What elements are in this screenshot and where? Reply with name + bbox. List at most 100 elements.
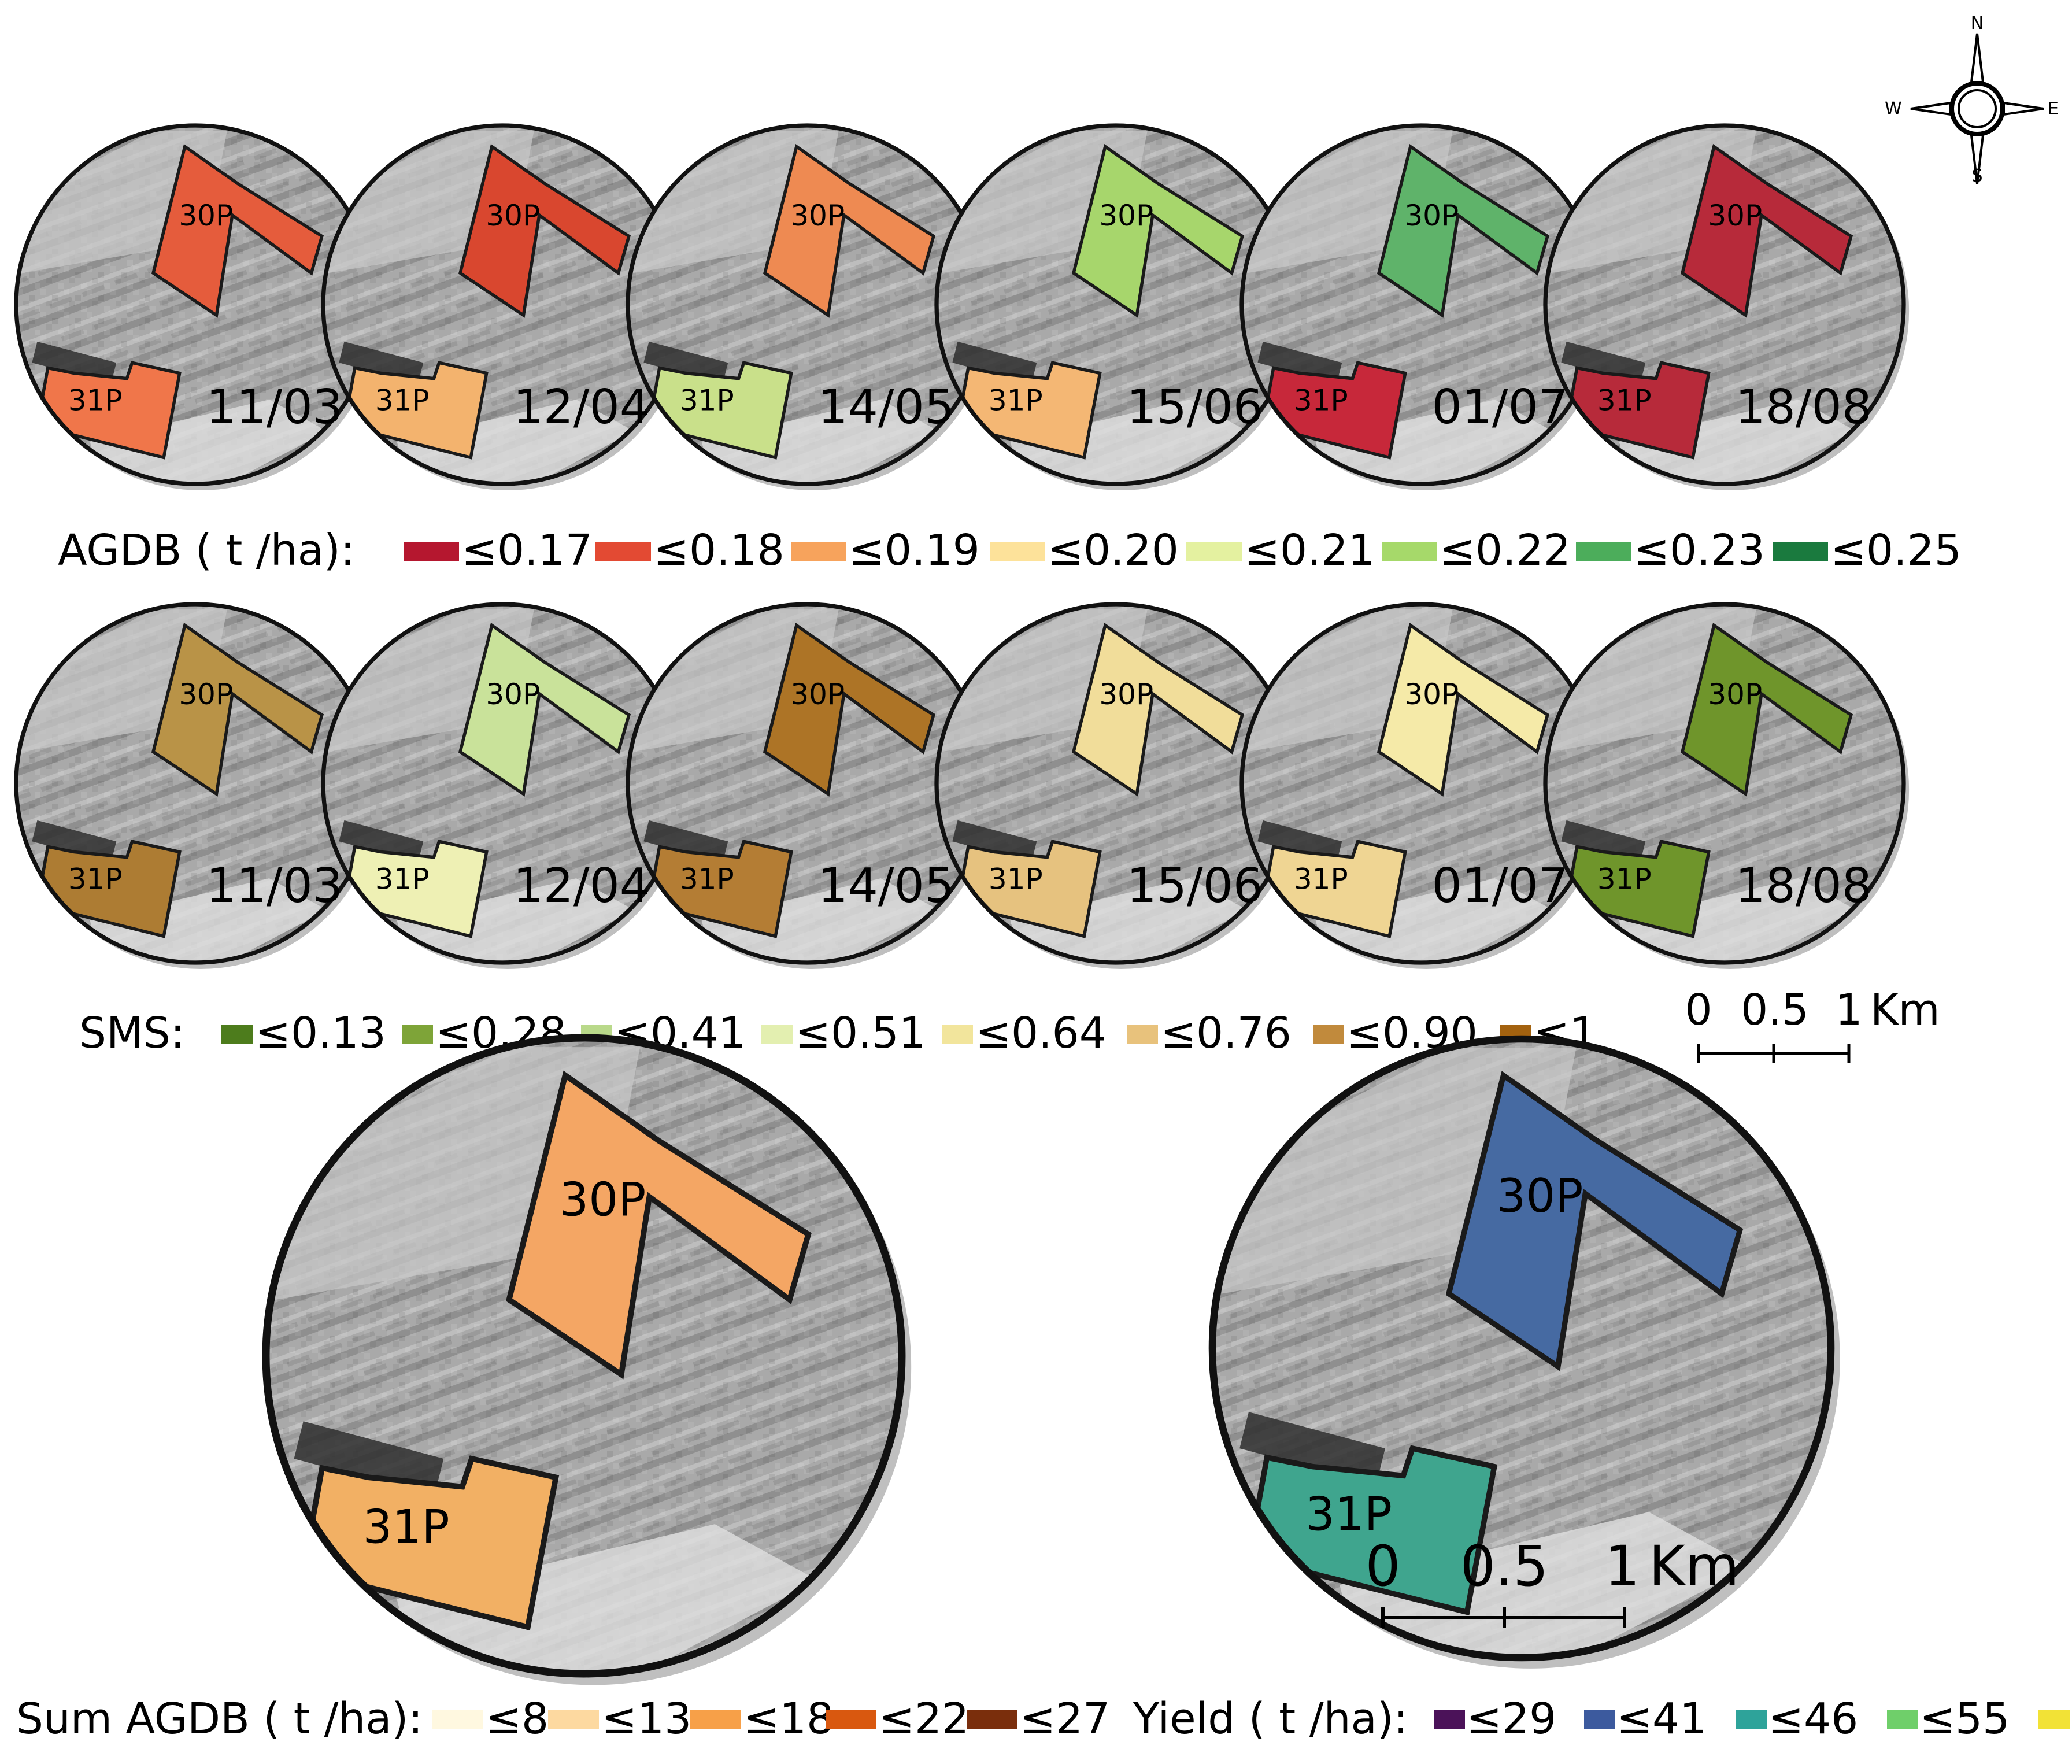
- sum-agdb-map-border: [262, 1034, 906, 1678]
- agdb-legend-label: ≤0.25: [1830, 526, 1962, 575]
- compass-n-label: N: [1971, 13, 1984, 34]
- agdb-15-06-label-31p: 31P: [989, 383, 1043, 417]
- agdb-12-04-field-30p: [458, 143, 631, 318]
- agdb-18-08-label-30p: 30P: [1708, 199, 1762, 232]
- yield-legend-swatch: [2038, 1710, 2070, 1729]
- sms-15-06-field-30p: [1071, 622, 1245, 797]
- sms-14-05-field-30p: [763, 622, 936, 797]
- sms-11-03-date-label: 11/03: [206, 859, 343, 914]
- sms-11-03-label-31p: 31P: [68, 862, 123, 896]
- agdb-11-03-label-31p: 31P: [68, 383, 123, 417]
- agdb-01-07-date-label: 01/07: [1432, 380, 1568, 435]
- agdb-11-03-field-30p: [151, 143, 324, 318]
- yield-legend-swatch: [1434, 1710, 1465, 1729]
- scale-bar-tick-0: 0: [1685, 985, 1712, 1035]
- yield-scale-tick-0: 0: [1365, 1534, 1400, 1599]
- sms-legend-label: ≤0.13: [255, 1008, 386, 1058]
- compass-e-label: E: [2048, 99, 2059, 119]
- agdb-01-07-field-30p: [1377, 143, 1550, 318]
- agdb-legend-label: ≤0.23: [1634, 526, 1765, 575]
- agdb-12-04-label-31p: 31P: [375, 383, 430, 417]
- scale-bar: 0 0.5 1 Km: [1685, 985, 1940, 1063]
- agdb-14-05-label-31p: 31P: [680, 383, 734, 417]
- sms-01-07-label-30p: 30P: [1404, 678, 1459, 711]
- sms-12-04-date-label: 12/04: [513, 859, 650, 914]
- agdb-map-row: 30P 31P 11/03 30P 31P 12/04 30P 31P 14/05 30P 31P 1…: [14, 123, 1910, 490]
- agdb-15-06-date-label: 15/06: [1127, 380, 1263, 435]
- compass-south-pointer: [1970, 134, 1985, 184]
- agdb-11-03-map: 30P 31P 11/03: [14, 123, 380, 490]
- yield-label-30p: 30P: [1496, 1169, 1583, 1223]
- agdb-15-06-field-30p: [1071, 143, 1245, 318]
- sms-12-04-field-30p: [458, 622, 631, 797]
- agdb-legend-label: ≤0.17: [461, 526, 593, 575]
- agdb-14-05-field-30p: [763, 143, 936, 318]
- agdb-18-08-map-border: [1543, 123, 1906, 486]
- sms-18-08-map: 30P 31P 18/08: [1543, 602, 1910, 969]
- agdb-legend-swatch: [595, 542, 651, 561]
- sms-14-05-date-label: 14/05: [818, 859, 954, 914]
- sms-18-08-label-30p: 30P: [1708, 678, 1762, 711]
- yield-legend-swatch: [1887, 1710, 1918, 1729]
- sum-agdb-legend-swatch: [432, 1710, 483, 1729]
- yield-map-border: [1208, 1035, 1835, 1662]
- sms-01-07-date-label: 01/07: [1432, 859, 1568, 914]
- compass-w-label: W: [1885, 99, 1902, 119]
- agdb-18-08-date-label: 18/08: [1736, 380, 1872, 435]
- sum-agdb-legend-label: ≤18: [743, 1694, 834, 1744]
- agdb-11-03-label-30p: 30P: [179, 199, 233, 232]
- compass-west-pointer: [1910, 101, 1952, 116]
- sum-agdb-legend-label: ≤8: [486, 1694, 549, 1744]
- agdb-legend: AGDB ( t /ha): ≤0.17 ≤0.18 ≤0.19 ≤0.20 ≤0.21 ≤…: [58, 526, 1962, 575]
- sms-legend: SMS: ≤0.13 ≤0.28 ≤0.41 ≤0.51 ≤0.64 ≤0.76 ≤0.90 ≤…: [79, 1008, 1597, 1058]
- sum-agdb-field-30p: [506, 1070, 812, 1380]
- agdb-legend-swatch: [990, 542, 1045, 561]
- sum-agdb-legend-swatch: [548, 1710, 599, 1729]
- agdb-14-05-map: 30P 31P 14/05: [626, 123, 992, 490]
- sms-legend-swatch: [761, 1025, 793, 1044]
- agdb-legend-title: AGDB ( t /ha):: [58, 526, 355, 575]
- sms-14-05-label-30p: 30P: [790, 678, 845, 711]
- sms-legend-swatch: [221, 1025, 253, 1044]
- sum-agdb-legend-label: ≤13: [601, 1694, 691, 1744]
- agdb-legend-swatch: [1382, 542, 1437, 561]
- agdb-legend-label: ≤0.21: [1244, 526, 1375, 575]
- sms-15-06-date-label: 15/06: [1127, 859, 1263, 914]
- sms-01-07-field-30p: [1377, 622, 1550, 797]
- agdb-legend-swatch: [404, 542, 459, 561]
- sms-12-04-label-30p: 30P: [486, 678, 540, 711]
- sum-agdb-legend-swatch: [967, 1710, 1018, 1729]
- sms-14-05-map: 30P 31P 14/05: [626, 602, 992, 969]
- yield-label-31p: 31P: [1305, 1488, 1392, 1541]
- sms-15-06-label-31p: 31P: [989, 862, 1043, 896]
- sms-01-07-label-31p: 31P: [1294, 862, 1348, 896]
- yield-legend-label: ≤67: [2071, 1694, 2072, 1744]
- sms-legend-swatch: [1127, 1025, 1158, 1044]
- bottom-legends: Sum AGDB ( t /ha): ≤8 ≤13 ≤18 ≤22 ≤27 Yield ( …: [16, 1694, 2072, 1744]
- agdb-legend-label: ≤0.20: [1048, 526, 1179, 575]
- yield-legend-label: ≤46: [1768, 1694, 1858, 1744]
- agdb-15-06-map: 30P 31P 15/06: [934, 123, 1301, 490]
- agdb-12-04-label-30p: 30P: [486, 199, 540, 232]
- sms-01-07-map: 30P 31P 01/07: [1240, 602, 1606, 969]
- yield-legend-title: Yield ( t /ha):: [1133, 1694, 1408, 1744]
- sms-12-04-map: 30P 31P 12/04: [321, 602, 687, 969]
- yield-legend-label: ≤55: [1919, 1694, 2010, 1744]
- sum-agdb-legend-swatch: [826, 1710, 876, 1729]
- compass-north-pointer: [1970, 33, 1985, 83]
- yield-field-30p: [1445, 1071, 1744, 1371]
- sum-agdb-legend-label: ≤27: [1020, 1694, 1110, 1744]
- agdb-18-08-label-31p: 31P: [1597, 383, 1652, 417]
- yield-map-scale-bar: 0 0.5 1 Km: [1365, 1534, 1739, 1628]
- sms-legend-label: ≤0.76: [1160, 1008, 1292, 1058]
- agdb-01-07-map: 30P 31P 01/07: [1240, 123, 1606, 490]
- agdb-legend-label: ≤0.18: [653, 526, 785, 575]
- sum-agdb-label-30p: 30P: [559, 1173, 646, 1226]
- sum-agdb-legend-title: Sum AGDB ( t /ha):: [16, 1694, 423, 1744]
- sms-14-05-label-31p: 31P: [680, 862, 734, 896]
- yield-scale-unit: Km: [1649, 1534, 1739, 1599]
- yield-legend-swatch: [1584, 1710, 1615, 1729]
- agdb-11-03-date-label: 11/03: [206, 380, 343, 435]
